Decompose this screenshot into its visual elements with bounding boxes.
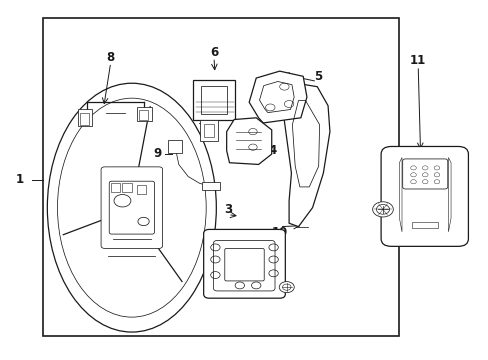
Polygon shape (226, 118, 271, 165)
FancyBboxPatch shape (223, 247, 265, 282)
Bar (136, 185, 145, 194)
Circle shape (372, 202, 392, 217)
Bar (139, 110, 148, 120)
Text: 3: 3 (224, 203, 232, 216)
Bar (203, 124, 214, 138)
Bar (80, 113, 88, 125)
FancyBboxPatch shape (203, 229, 285, 298)
Text: 8: 8 (106, 51, 115, 64)
Text: 1: 1 (16, 174, 24, 186)
Polygon shape (249, 71, 306, 123)
Bar (411, 222, 437, 228)
Circle shape (279, 282, 294, 293)
Text: 9: 9 (153, 147, 162, 159)
Bar (202, 182, 220, 190)
Bar (168, 140, 182, 153)
Bar (78, 109, 92, 126)
Bar (201, 86, 226, 114)
Ellipse shape (47, 83, 216, 332)
Bar (42, 18, 399, 336)
FancyBboxPatch shape (101, 167, 162, 248)
Bar (136, 107, 151, 121)
Polygon shape (283, 83, 329, 227)
FancyBboxPatch shape (224, 248, 264, 281)
Bar (122, 184, 132, 192)
Text: 6: 6 (209, 46, 218, 59)
Text: 2: 2 (387, 186, 396, 199)
FancyBboxPatch shape (380, 147, 468, 246)
Text: 4: 4 (268, 144, 276, 157)
Text: 11: 11 (409, 54, 426, 67)
Bar (192, 80, 235, 120)
Text: 10: 10 (271, 226, 287, 239)
Text: 5: 5 (314, 70, 322, 83)
Text: 7: 7 (192, 101, 200, 114)
Bar (110, 184, 120, 192)
Bar (200, 120, 218, 141)
